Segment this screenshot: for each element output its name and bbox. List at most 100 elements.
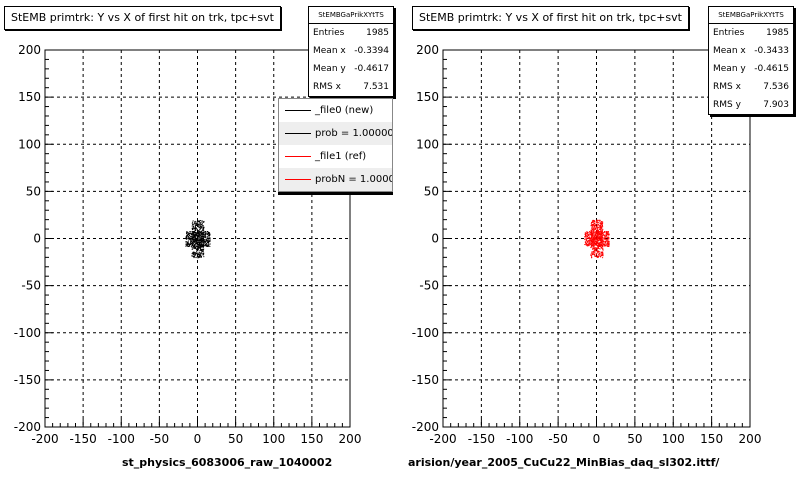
scatter-point bbox=[201, 235, 203, 237]
scatter-point bbox=[598, 242, 600, 244]
scatter-point bbox=[602, 241, 604, 243]
scatter-point bbox=[595, 253, 597, 255]
scatter-point bbox=[592, 227, 594, 229]
scatter-point bbox=[601, 239, 603, 241]
scatter-point bbox=[193, 240, 195, 242]
scatter-point bbox=[606, 232, 608, 234]
scatter-point bbox=[593, 238, 595, 240]
scatter-point bbox=[601, 231, 603, 233]
scatter-point bbox=[590, 240, 592, 242]
scatter-point bbox=[204, 238, 206, 240]
scatter-point bbox=[207, 236, 209, 238]
scatter-point bbox=[208, 234, 210, 236]
y-tick-label: -100 bbox=[14, 326, 41, 340]
scatter-point bbox=[602, 234, 604, 236]
scatter-point bbox=[205, 232, 207, 234]
scatter-point bbox=[200, 256, 202, 258]
scatter-point bbox=[584, 232, 586, 234]
scatter-point bbox=[590, 231, 592, 233]
scatter-point bbox=[198, 235, 200, 237]
scatter-point bbox=[598, 237, 600, 239]
scatter-point bbox=[588, 239, 590, 241]
scatter-point bbox=[207, 244, 209, 246]
scatter-point bbox=[599, 245, 601, 247]
scatter-point bbox=[200, 248, 202, 250]
scatter-point bbox=[606, 233, 608, 235]
scatter-point bbox=[592, 225, 594, 227]
scatter-point bbox=[601, 237, 603, 239]
scatter-point bbox=[202, 221, 204, 223]
scatter-point bbox=[201, 237, 203, 239]
scatter-point bbox=[594, 236, 596, 238]
scatter-point bbox=[608, 237, 610, 239]
scatter-point bbox=[202, 240, 204, 242]
scatter-point bbox=[202, 249, 204, 251]
scatter-point bbox=[197, 257, 199, 259]
scatter-point bbox=[605, 241, 607, 243]
scatter-point bbox=[591, 241, 593, 243]
scatter-point bbox=[608, 245, 610, 247]
scatter-point bbox=[586, 238, 588, 240]
scatter-point bbox=[204, 241, 206, 243]
scatter-point bbox=[199, 252, 201, 254]
scatter-point bbox=[602, 240, 604, 242]
scatter-point bbox=[602, 244, 604, 246]
stats-row: RMS y 7.903 bbox=[713, 100, 789, 110]
scatter-point bbox=[599, 243, 601, 245]
scatter-point bbox=[598, 233, 600, 235]
scatter-point bbox=[208, 232, 210, 234]
scatter-point bbox=[592, 241, 594, 243]
scatter-point bbox=[592, 247, 594, 249]
scatter-point bbox=[196, 237, 198, 239]
scatter-point bbox=[199, 239, 201, 241]
scatter-point bbox=[599, 245, 601, 247]
scatter-point bbox=[186, 234, 188, 236]
scatter-point bbox=[596, 255, 598, 257]
scatter-point bbox=[205, 243, 207, 245]
scatter-point bbox=[602, 237, 604, 239]
scatter-point bbox=[585, 240, 587, 242]
scatter-point bbox=[591, 222, 593, 224]
scatter-point bbox=[595, 242, 597, 244]
scatter-point bbox=[606, 244, 608, 246]
x-tick-label: 50 bbox=[228, 432, 243, 446]
scatter-point bbox=[593, 226, 595, 228]
scatter-point bbox=[591, 236, 593, 238]
scatter-point bbox=[200, 256, 202, 258]
scatter-point bbox=[191, 233, 193, 235]
scatter-point bbox=[205, 244, 207, 246]
scatter-point bbox=[600, 226, 602, 228]
scatter-point bbox=[599, 223, 601, 225]
scatter-point bbox=[202, 245, 204, 247]
scatter-point bbox=[190, 240, 192, 242]
scatter-point bbox=[605, 238, 607, 240]
scatter-point bbox=[597, 256, 599, 258]
scatter-point bbox=[599, 229, 601, 231]
scatter-point bbox=[197, 226, 199, 228]
scatter-point bbox=[602, 248, 604, 250]
scatter-point bbox=[592, 238, 594, 240]
scatter-point bbox=[188, 234, 190, 236]
scatter-point bbox=[196, 249, 198, 251]
legend-swatch bbox=[285, 156, 311, 157]
scatter-point bbox=[200, 224, 202, 226]
scatter-point bbox=[599, 242, 601, 244]
scatter-point bbox=[198, 246, 200, 248]
scatter-point bbox=[203, 243, 205, 245]
y-tick-label: 0 bbox=[33, 232, 41, 246]
scatter-point bbox=[596, 250, 598, 252]
scatter-point bbox=[197, 244, 199, 246]
scatter-point bbox=[187, 243, 189, 245]
scatter-point bbox=[596, 247, 598, 249]
scatter-point bbox=[602, 257, 604, 259]
scatter-point bbox=[192, 252, 194, 254]
scatter-point bbox=[584, 232, 586, 234]
scatter-point bbox=[592, 229, 594, 231]
scatter-point bbox=[197, 252, 199, 254]
scatter-point bbox=[600, 238, 602, 240]
scatter-point bbox=[608, 245, 610, 247]
scatter-point bbox=[593, 238, 595, 240]
scatter-point bbox=[596, 244, 598, 246]
scatter-point bbox=[590, 234, 592, 236]
scatter-point bbox=[604, 245, 606, 247]
